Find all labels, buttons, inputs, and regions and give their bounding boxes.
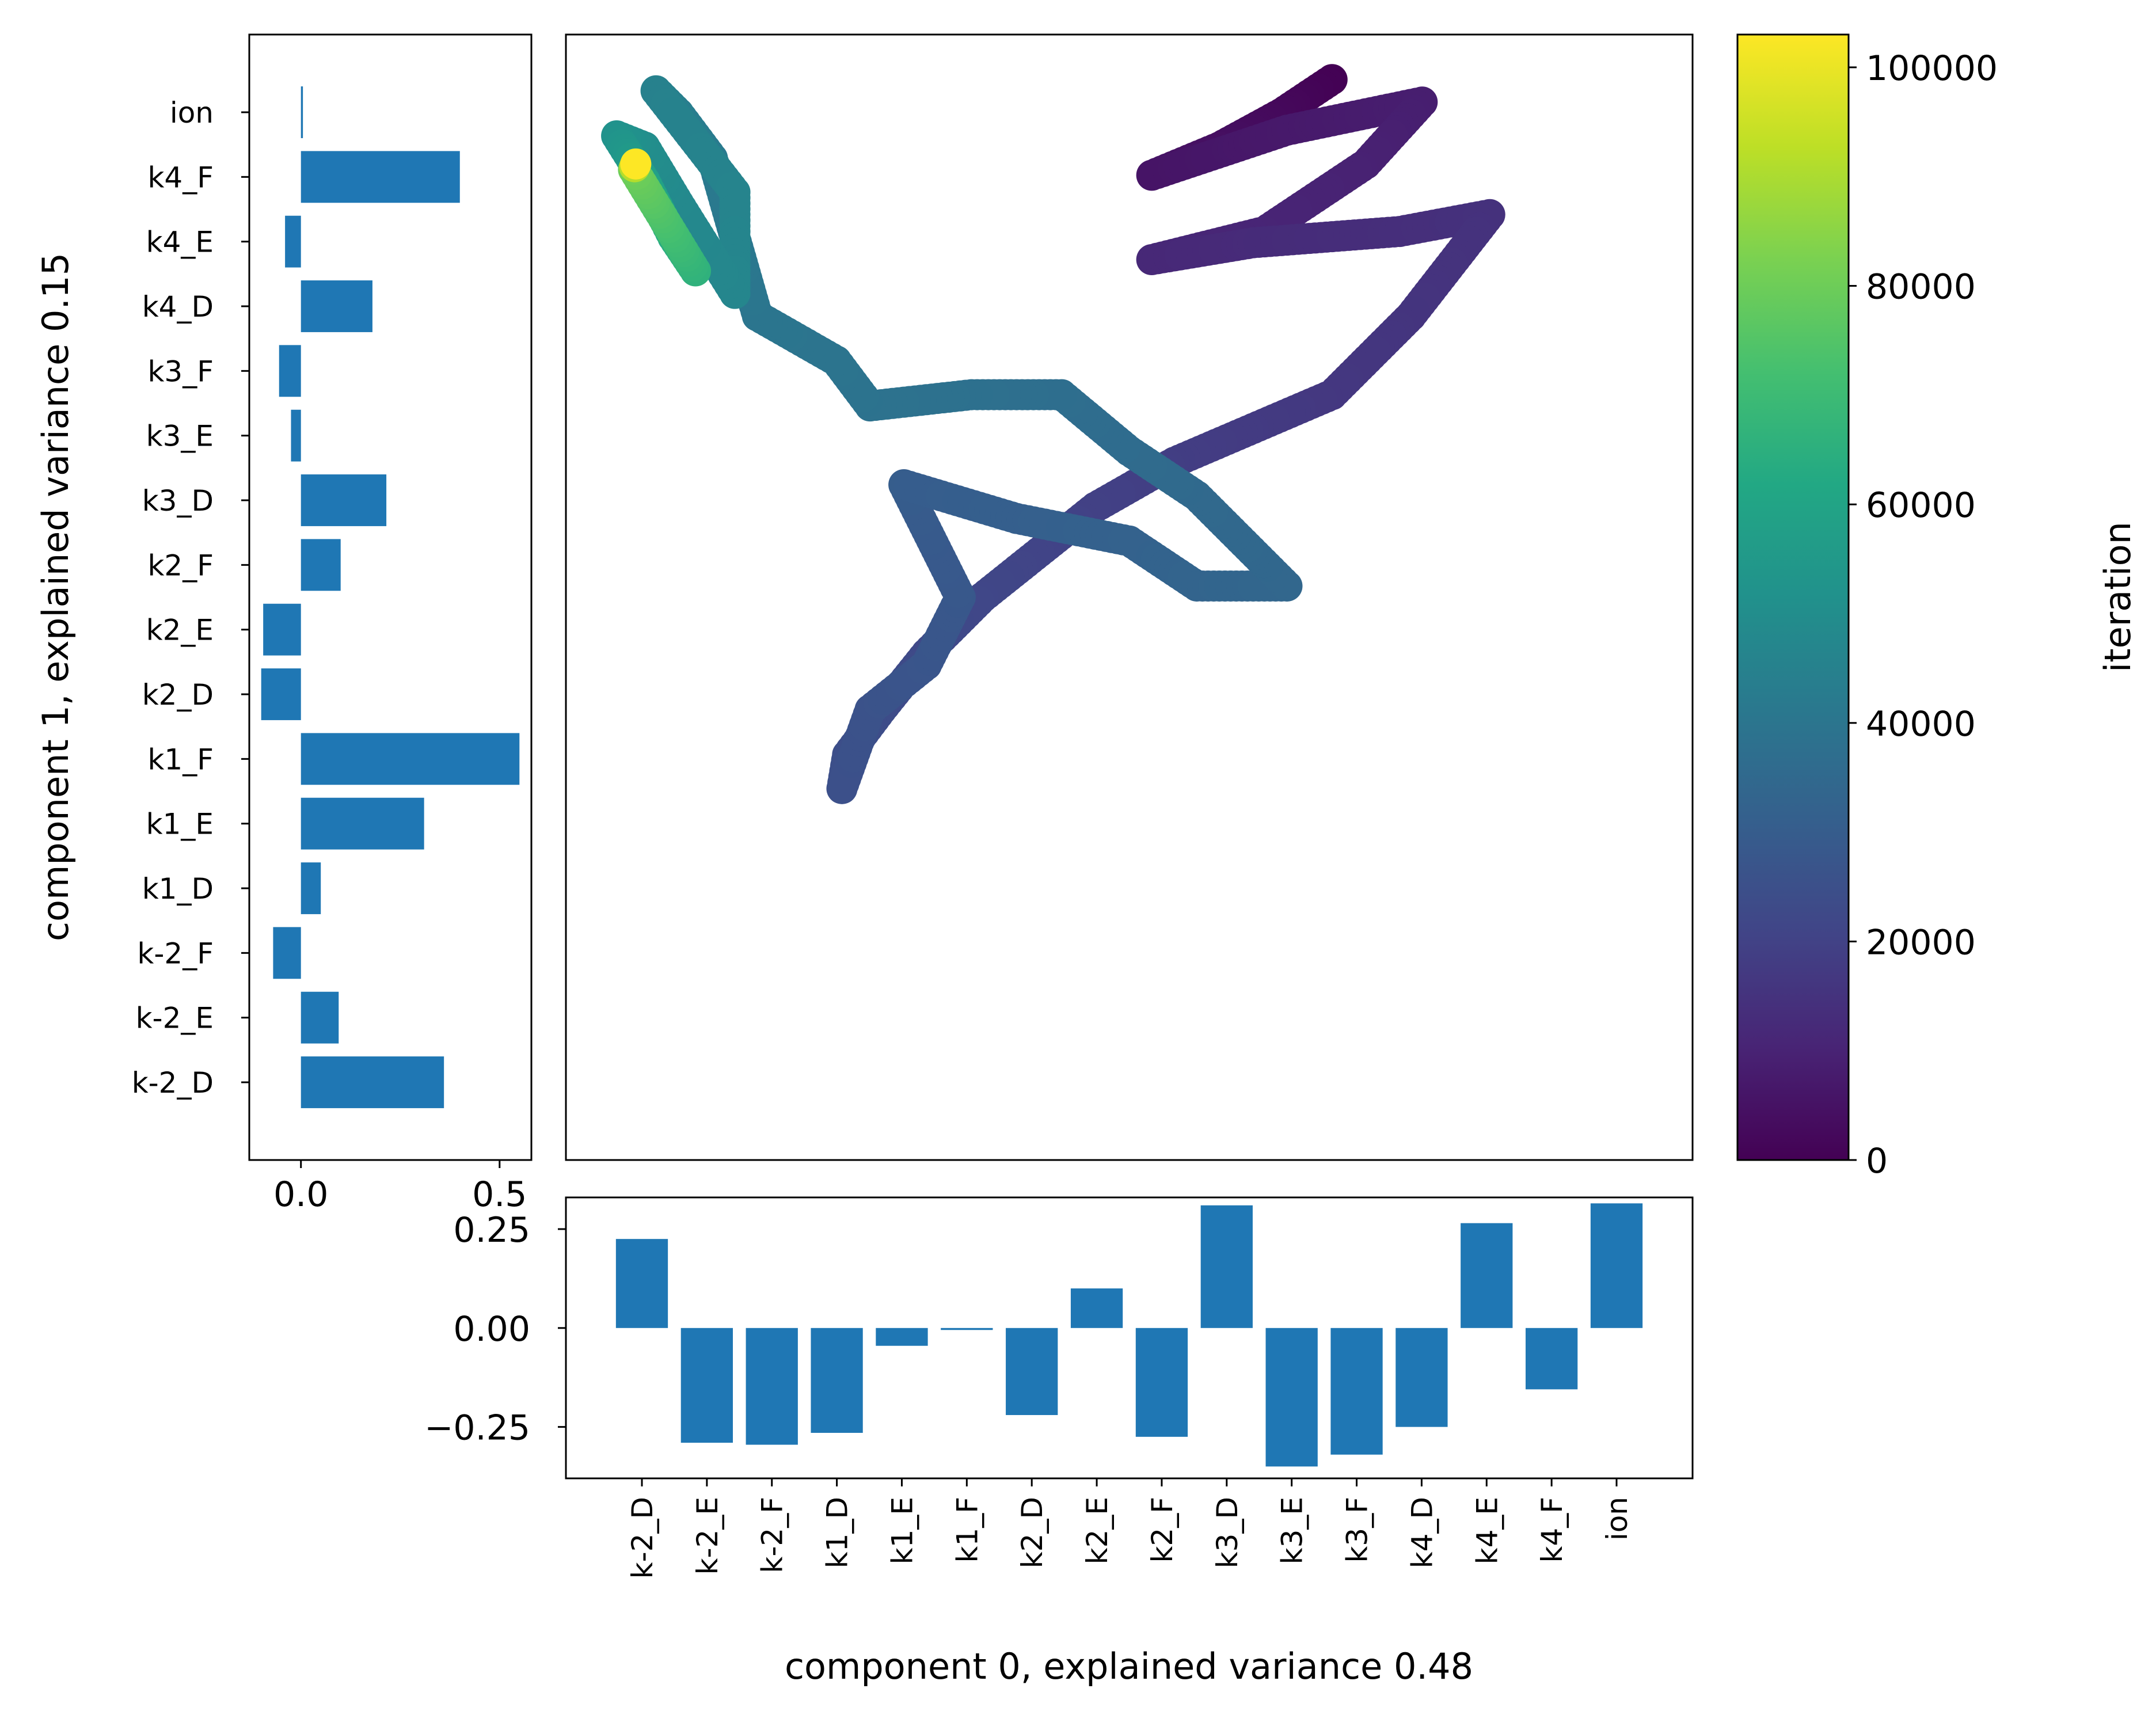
ytick-label: k4_E <box>146 226 214 259</box>
xtick-label: k3_F <box>1341 1497 1374 1563</box>
xtick-label: k-2_D <box>626 1497 659 1579</box>
colorbar-tick-label: 60000 <box>1866 485 1976 526</box>
bar-k-2_F <box>273 927 301 979</box>
bar-k3_E <box>1265 1328 1318 1467</box>
xtick-label: k3_D <box>1211 1497 1244 1568</box>
ytick-label: k-2_D <box>132 1066 214 1100</box>
ytick-label: k3_D <box>142 484 214 518</box>
xtick-label: k-2_E <box>691 1497 724 1575</box>
ytick-label: k1_F <box>147 743 214 776</box>
trajectory-panel-frame <box>565 33 1694 1161</box>
xtick-label: k1_D <box>821 1497 854 1568</box>
bar-k-2_D <box>301 1056 444 1108</box>
bar-k-2_F <box>746 1328 798 1445</box>
ytick-label: k2_E <box>146 614 214 647</box>
bar-k2_D <box>1006 1328 1058 1416</box>
bottom-loadings-panel: 0.25 0.00 −0.25 k-2_D k-2_E k-2_F k1_D k1_E k1_… <box>424 1196 1694 1687</box>
bar-k3_F <box>1330 1328 1383 1455</box>
ytick-label: k3_E <box>146 420 214 453</box>
xtick-label: k4_F <box>1535 1497 1569 1563</box>
xtick-label: 0.5 <box>472 1174 527 1215</box>
bar-k4_F <box>301 151 460 203</box>
bar-k-2_E <box>680 1328 733 1443</box>
ytick-label: ion <box>170 96 214 130</box>
bar-k1_D <box>811 1328 863 1433</box>
bar-k4_F <box>1525 1328 1578 1390</box>
bar-k4_E <box>285 215 301 268</box>
ytick-label: k4_F <box>147 161 214 194</box>
bar-k1_E <box>876 1328 928 1346</box>
ytick-label: k-2_F <box>137 937 214 970</box>
bar-k1_F <box>941 1328 993 1330</box>
bar-k-2_E <box>301 991 339 1044</box>
xtick-label: k2_F <box>1146 1497 1179 1563</box>
bar-k-2_D <box>615 1239 668 1328</box>
bar-k2_E <box>1070 1288 1123 1328</box>
trajectory-panel <box>565 33 1694 1161</box>
bar-k1_F <box>301 733 520 785</box>
ytick-label: k2_D <box>142 678 214 712</box>
bar-ion <box>1590 1203 1643 1328</box>
xtick-label: 0.0 <box>273 1174 328 1215</box>
left-axis-title: component 1, explained variance 0.15 <box>35 253 77 941</box>
bar-k2_F <box>1135 1328 1188 1437</box>
xtick-label: k3_E <box>1276 1497 1309 1564</box>
xtick-label: ion <box>1600 1497 1634 1541</box>
trajectory-final-point <box>620 148 652 180</box>
colorbar: 0 20000 40000 60000 80000 100000 iteration <box>1736 33 2139 1181</box>
bar-k3_F <box>279 345 301 397</box>
ytick-label: 0.00 <box>453 1309 530 1349</box>
bottom-panel-frame <box>565 1196 1694 1480</box>
bar-k1_E <box>301 797 424 850</box>
ytick-label: k-2_E <box>136 1002 214 1035</box>
colorbar-tick-label: 20000 <box>1866 922 1976 963</box>
bar-k2_D <box>261 668 301 720</box>
bar-k4_D <box>1395 1328 1448 1427</box>
bar-k1_D <box>301 862 321 914</box>
colorbar-label: iteration <box>2097 522 2139 672</box>
xtick-label: k1_F <box>950 1497 984 1563</box>
ytick-label: k1_D <box>142 872 214 906</box>
ytick-label: k4_D <box>142 290 214 324</box>
bar-k4_D <box>301 280 372 332</box>
xtick-label: k4_E <box>1470 1497 1504 1564</box>
ytick-label: k1_E <box>146 808 214 841</box>
left-loadings-panel: ion k4_F k4_E k4_D k3_F k3_E k3_D k2_F k2_E k2_Dk… <box>35 33 533 1215</box>
xtick-label: k-2_F <box>756 1497 789 1573</box>
bar-k2_F <box>301 539 341 591</box>
bar-k3_D <box>301 474 387 526</box>
ytick-label: 0.25 <box>453 1210 530 1250</box>
xtick-label: k2_D <box>1016 1497 1049 1568</box>
colorbar-gradient <box>1736 33 1850 1161</box>
bar-k3_D <box>1200 1205 1253 1328</box>
xtick-label: k1_E <box>885 1497 919 1564</box>
colorbar-tick-label: 80000 <box>1866 267 1976 307</box>
left-panel-frame <box>248 33 533 1161</box>
colorbar-tick-label: 0 <box>1866 1141 1888 1181</box>
bar-k3_E <box>291 409 301 462</box>
ytick-label: k3_F <box>147 355 214 388</box>
ytick-label: −0.25 <box>424 1408 530 1448</box>
colorbar-tick-label: 40000 <box>1866 704 1976 744</box>
bar-ion <box>301 86 303 138</box>
bar-k2_E <box>263 603 301 656</box>
colorbar-tick-label: 100000 <box>1866 48 1998 89</box>
xtick-label: k2_E <box>1081 1497 1114 1564</box>
bar-k4_E <box>1461 1223 1513 1328</box>
bottom-axis-title: component 0, explained variance 0.48 <box>785 1645 1473 1687</box>
xtick-label: k4_D <box>1405 1497 1439 1568</box>
ytick-label: k2_F <box>147 549 214 582</box>
